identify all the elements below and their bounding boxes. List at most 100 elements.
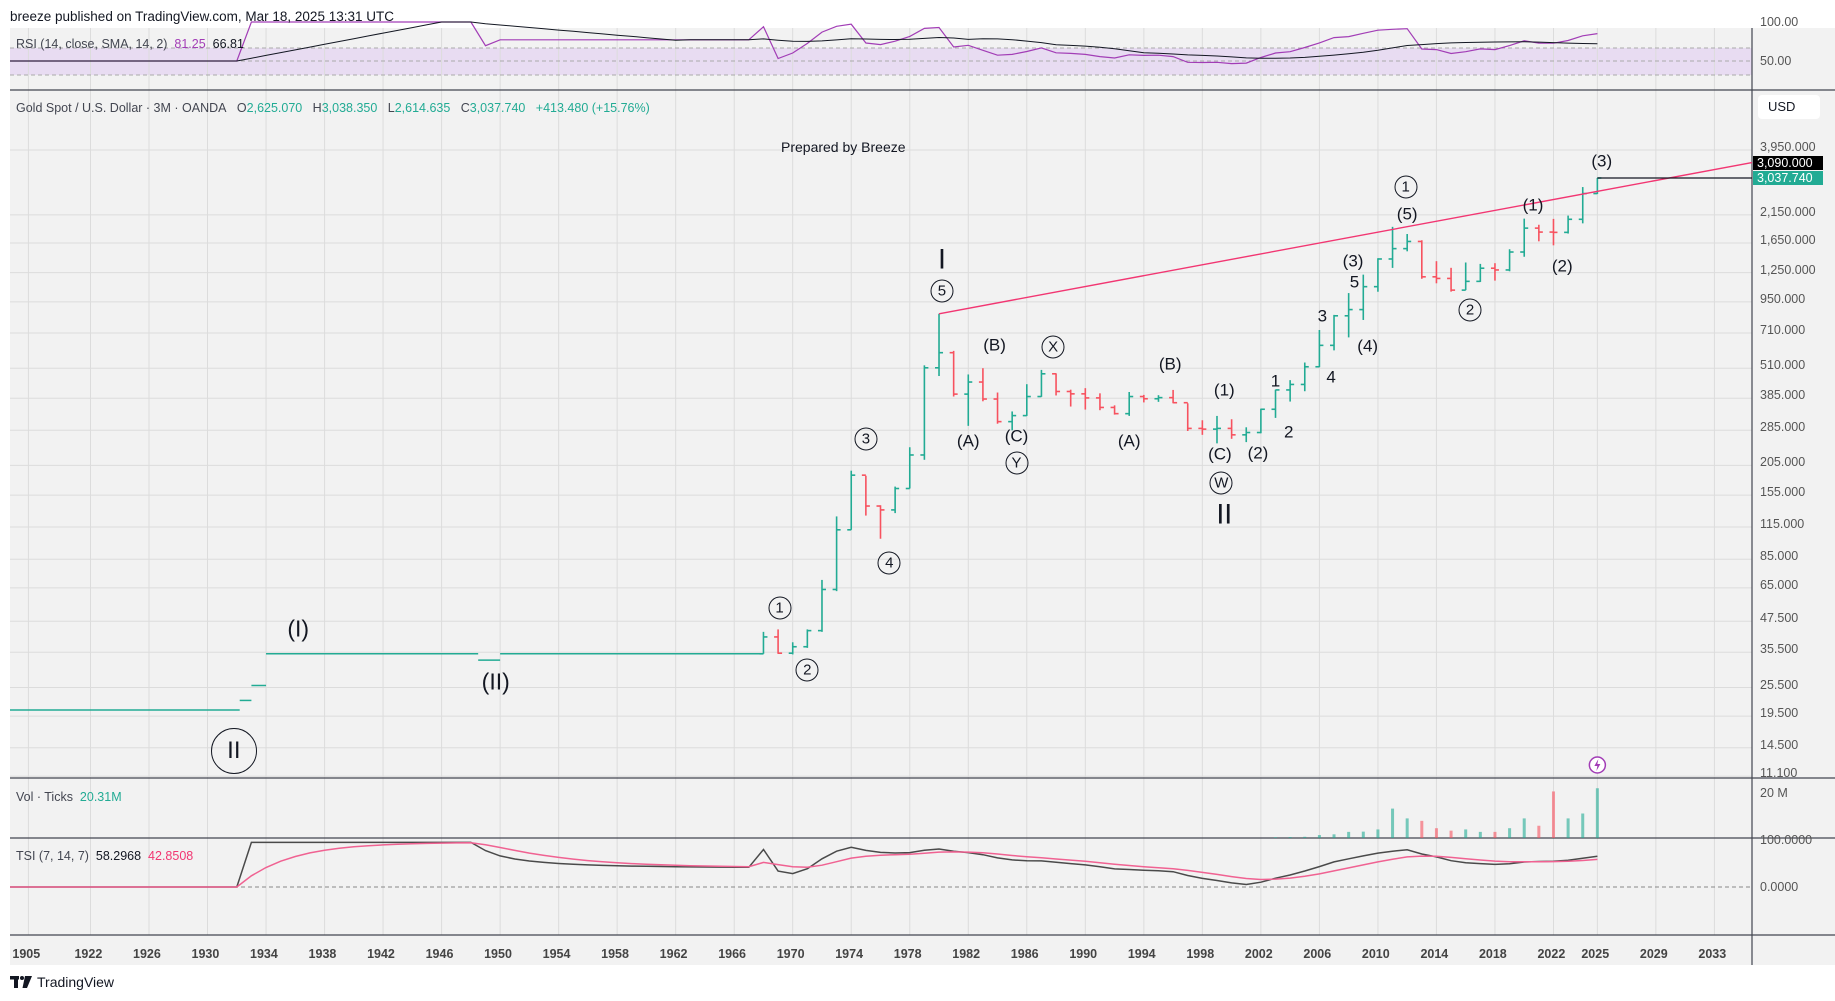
- volume-bar: [1420, 820, 1424, 838]
- price-axis-label: 710.000: [1760, 322, 1806, 337]
- currency-button[interactable]: USD: [1758, 95, 1820, 119]
- low-value: 2,614.635: [394, 101, 451, 115]
- rsi-label: RSI (14, close, SMA, 14, 2): [16, 37, 168, 51]
- ohlc-bar: [861, 474, 870, 516]
- ohlc-bar: [1476, 263, 1485, 283]
- price-axis-label: 11.100: [1760, 766, 1798, 781]
- ohlc-bar: [1432, 261, 1441, 284]
- time-axis-label: 1998: [1186, 947, 1215, 961]
- high-value: 3,038.350: [321, 101, 378, 115]
- time-axis-label: 1978: [893, 947, 922, 961]
- time-axis-label: 1950: [484, 947, 512, 961]
- price-axis-label: 115.000: [1760, 516, 1805, 531]
- ohlc-bar: [847, 470, 856, 531]
- tradingview-brand: TradingView: [37, 974, 115, 990]
- ohlc-bar: [1242, 427, 1251, 443]
- price-axis-label: 1,250.000: [1760, 262, 1816, 277]
- volume-axis-label: 20 M: [1760, 786, 1788, 800]
- rsi-legend[interactable]: RSI (14, close, SMA, 14, 2) 81.25 66.81: [16, 37, 244, 51]
- time-axis-label: 1974: [835, 947, 864, 961]
- volume-bar: [1478, 831, 1482, 838]
- ohlc-bar: [1212, 415, 1221, 444]
- time-axis-label: 1942: [367, 947, 395, 961]
- ohlc-bar: [1578, 187, 1587, 224]
- price-axis-label: 1,650.000: [1760, 233, 1816, 248]
- price-axis-label: 47.500: [1760, 611, 1799, 626]
- volume-bar: [1508, 828, 1512, 838]
- published-info: breeze published on TradingView.com, Mar…: [10, 9, 394, 24]
- ohlc-bar: [1564, 215, 1573, 234]
- time-axis-label: 1922: [74, 947, 103, 961]
- tsi-value: 58.2968: [95, 849, 142, 863]
- symbol-name: Gold Spot / U.S. Dollar · 3M · OANDA: [16, 101, 227, 115]
- high-label: H: [312, 101, 322, 115]
- volume-bar: [1303, 836, 1307, 838]
- time-axis-label: 1926: [133, 947, 161, 961]
- ohlc-bar: [1198, 420, 1207, 435]
- rsi-axis-label: 50.00: [1760, 54, 1792, 68]
- volume-bar: [1493, 831, 1497, 838]
- ohlc-bar: [1359, 274, 1368, 320]
- ohlc-bar: [920, 365, 929, 460]
- time-axis-label: 2002: [1244, 947, 1273, 961]
- open-value: 2,625.070: [246, 101, 303, 115]
- volume-bar: [1434, 828, 1438, 838]
- ohlc-bar: [1549, 218, 1558, 246]
- ohlc-bar: [1505, 249, 1514, 272]
- symbol-legend[interactable]: Gold Spot / U.S. Dollar · 3M · OANDA O2,…: [16, 101, 650, 115]
- ohlc-bar: [832, 516, 841, 592]
- ohlc-bar: [964, 374, 973, 426]
- time-axis-label: 2014: [1420, 947, 1449, 961]
- time-axis-label: 1994: [1127, 947, 1156, 961]
- time-axis-label: 2006: [1303, 947, 1332, 961]
- ohlc-bar: [1022, 384, 1031, 417]
- trendline-price-label: 3,090.000: [1753, 156, 1823, 170]
- ohlc-bar: [1315, 329, 1324, 368]
- ohlc-bar: [1490, 263, 1499, 281]
- price-axis-label: 510.000: [1760, 358, 1806, 373]
- volume-bar: [1581, 813, 1585, 838]
- time-axis-label: 2029: [1639, 947, 1668, 961]
- time-axis-label: 1938: [308, 947, 337, 961]
- ohlc-bar: [1139, 394, 1148, 403]
- ohlc-bar: [1095, 393, 1104, 411]
- rsi-sma-value: 66.81: [212, 37, 244, 51]
- tsi-signal-value: 42.8508: [148, 849, 194, 863]
- ohlc-bar: [1373, 258, 1382, 292]
- ohlc-bar: [1169, 389, 1178, 404]
- ohlc-bar: [1271, 389, 1280, 418]
- ohlc-bar: [1417, 240, 1426, 279]
- tsi-legend[interactable]: TSI (7, 14, 7) 58.2968 42.8508: [16, 849, 193, 863]
- time-axis-label: 1954: [542, 947, 571, 961]
- last-price-label: 3,037.740: [1753, 171, 1823, 185]
- price-axis-label: 285.000: [1760, 420, 1806, 435]
- time-axis-label: 2018: [1478, 947, 1507, 961]
- time-axis-label: 2010: [1361, 947, 1390, 961]
- ohlc-bar: [1447, 267, 1456, 292]
- ohlc-bar: [1344, 293, 1353, 338]
- ohlc-bar: [905, 447, 914, 490]
- time-axis-label: 1962: [659, 947, 688, 961]
- time-axis-label: 1958: [601, 947, 629, 961]
- lightning-glyph: [1594, 759, 1601, 771]
- time-axis-label: 2033: [1698, 947, 1727, 961]
- price-axis-label: 385.000: [1760, 388, 1806, 403]
- ohlc-bar: [774, 629, 783, 654]
- time-axis-label: 1990: [1069, 947, 1098, 961]
- price-axis-label: 35.500: [1760, 642, 1799, 657]
- volume-bar: [1449, 830, 1453, 838]
- ohlc-bar: [1125, 392, 1134, 416]
- prepared-by-annotation: Prepared by Breeze: [781, 139, 906, 155]
- price-axis-label: 85.000: [1760, 549, 1799, 564]
- ohlc-bar: [788, 642, 797, 655]
- volume-legend[interactable]: Vol · Ticks 20.31M: [16, 790, 122, 804]
- volume-bar: [1288, 837, 1292, 838]
- change-value: +413.480 (+15.76%): [535, 101, 650, 115]
- volume-bar: [1274, 837, 1278, 838]
- price-axis-label: 19.500: [1760, 706, 1799, 721]
- tradingview-logo[interactable]: TradingView: [10, 974, 114, 990]
- open-label: O: [236, 101, 247, 115]
- rsi-value: 81.25: [174, 37, 206, 51]
- chart-background: [10, 28, 1835, 965]
